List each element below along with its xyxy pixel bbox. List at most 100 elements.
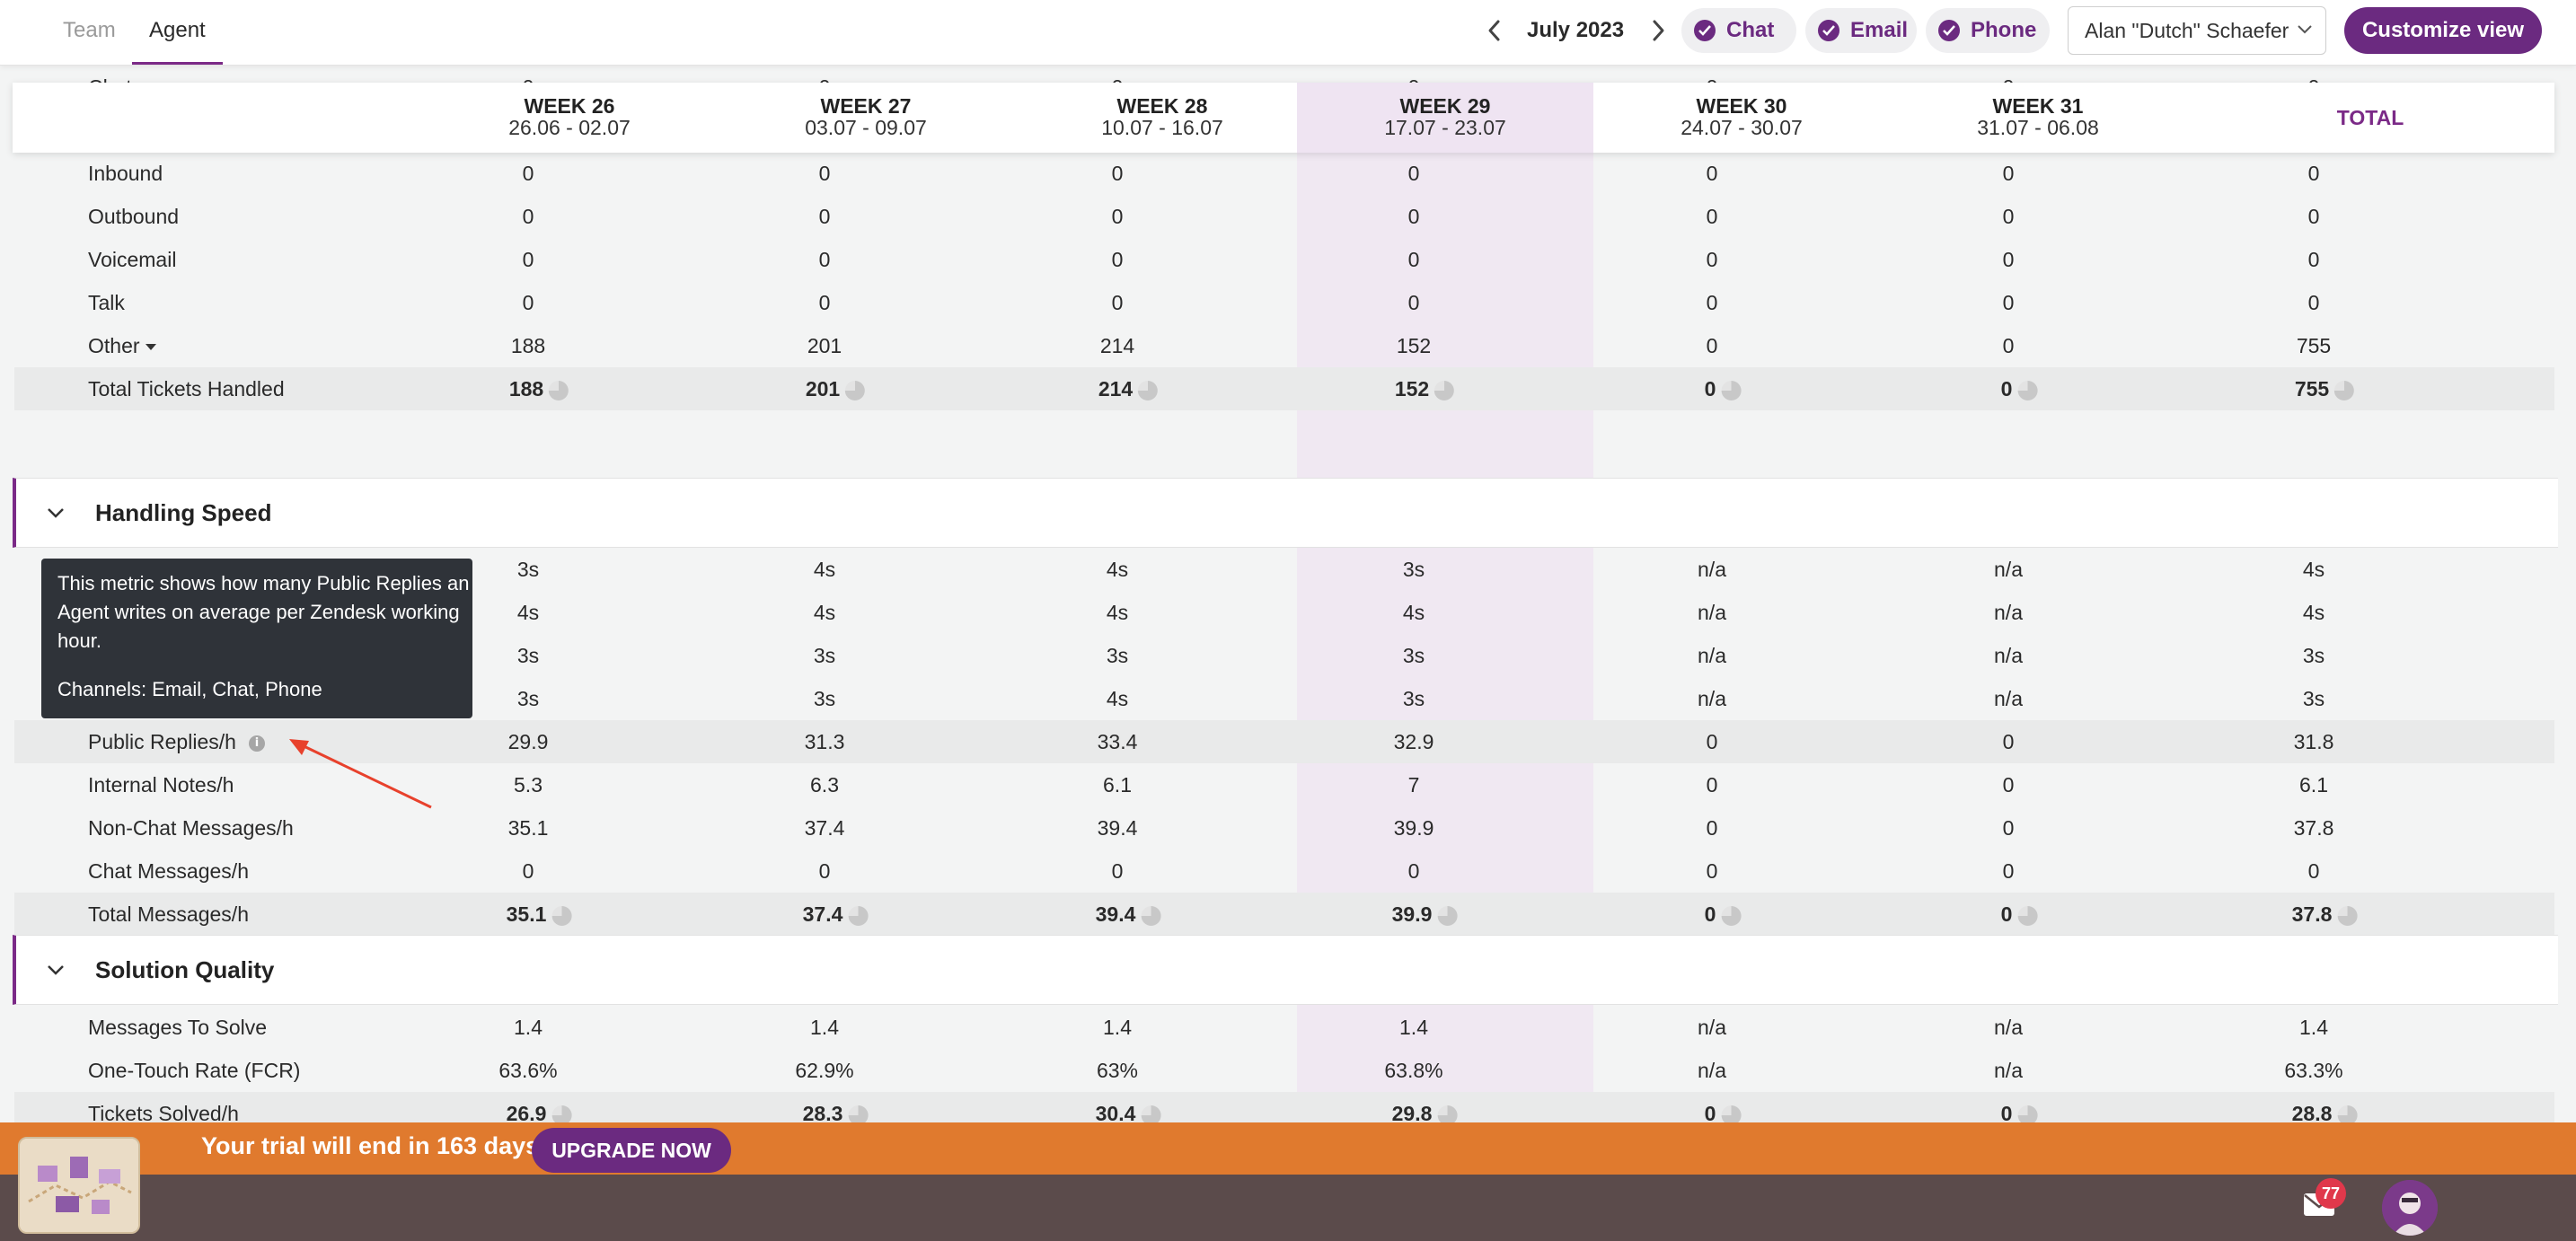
- pie-chart-icon[interactable]: [2337, 905, 2358, 926]
- table-cell: 1.4: [1103, 1006, 1132, 1049]
- cell-value: 39.9: [1391, 902, 1433, 926]
- table-cell: 188: [511, 324, 545, 367]
- column-week-27: WEEK 27 03.07 - 09.07: [718, 95, 1014, 138]
- table-cell: 7: [1408, 763, 1420, 806]
- table-row: Talk 0 0 0 0 0 0 0: [14, 281, 2554, 324]
- row-label: Messages To Solve: [88, 1006, 267, 1049]
- table-cell: 39.4: [1096, 893, 1161, 936]
- channel-chip-phone[interactable]: Phone: [1926, 8, 2050, 53]
- table-cell: 0: [819, 281, 831, 324]
- cell-value: 201: [807, 334, 842, 357]
- pie-chart-icon[interactable]: [1437, 905, 1458, 926]
- pie-chart-icon[interactable]: [551, 1105, 572, 1125]
- pie-chart-icon[interactable]: [1141, 905, 1161, 926]
- pie-chart-icon[interactable]: [1434, 380, 1455, 400]
- pie-chart-icon[interactable]: [1721, 905, 1742, 926]
- tab-team[interactable]: Team: [63, 18, 116, 42]
- cell-value: 0: [1706, 816, 1718, 840]
- check-icon: [1818, 20, 1839, 41]
- row-label-text: Total Tickets Handled: [88, 377, 285, 400]
- upgrade-now-button[interactable]: UPGRADE NOW: [532, 1128, 731, 1173]
- table-cell: 37.4: [803, 893, 869, 936]
- channel-chip-email[interactable]: Email: [1805, 8, 1917, 53]
- cell-value: 0: [818, 859, 831, 883]
- caret-down-icon[interactable]: [145, 344, 156, 351]
- table-cell: n/a: [1698, 1006, 1726, 1049]
- table-cell: n/a: [1994, 1006, 2023, 1049]
- cell-value: 4s: [813, 601, 836, 624]
- cell-value: 39.4: [1097, 816, 1138, 840]
- tab-agent[interactable]: Agent: [149, 18, 206, 42]
- pie-chart-icon[interactable]: [848, 1105, 869, 1125]
- cell-value: 755: [2294, 377, 2330, 400]
- chevron-down-icon[interactable]: [45, 502, 66, 524]
- pie-chart-icon[interactable]: [845, 380, 866, 400]
- chevron-left-icon: [1488, 20, 1500, 41]
- cell-value: 0: [2002, 291, 2015, 314]
- pie-chart-icon[interactable]: [2017, 905, 2038, 926]
- cell-value: 26.9: [506, 1102, 547, 1125]
- row-label-text: Messages To Solve: [88, 1016, 268, 1039]
- table-cell: 0: [2308, 152, 2320, 195]
- next-period-button[interactable]: [1644, 14, 1672, 47]
- table-row: Total Messages/h 35.1 37.4 39.4 39.9 0 0 37.8: [14, 893, 2554, 936]
- cell-value: n/a: [1994, 644, 2023, 667]
- cell-value: 0: [2002, 816, 2015, 840]
- table-cell: 39.9: [1392, 893, 1458, 936]
- pie-chart-icon[interactable]: [2017, 380, 2038, 400]
- cell-value: 201: [805, 377, 841, 400]
- row-label[interactable]: Other: [88, 324, 156, 367]
- table-cell: 4s: [1107, 591, 1128, 634]
- pie-chart-icon[interactable]: [549, 380, 569, 400]
- table-row: 3s 4s 4s 3s n/a n/a 4s: [14, 548, 2554, 591]
- cell-value: 188: [508, 377, 544, 400]
- channel-chip-chat[interactable]: Chat: [1681, 8, 1796, 53]
- cell-value: 0: [2307, 859, 2320, 883]
- table-cell: 1.4: [514, 1006, 543, 1049]
- cell-value: 0: [1704, 902, 1716, 926]
- cell-value: 28.3: [802, 1102, 843, 1125]
- customize-view-button[interactable]: Customize view: [2344, 7, 2542, 54]
- cell-value: 35.1: [507, 816, 549, 840]
- table-cell: 5.3: [514, 763, 543, 806]
- pie-chart-icon[interactable]: [2334, 380, 2355, 400]
- info-icon[interactable]: i: [248, 735, 265, 752]
- pie-chart-icon[interactable]: [2017, 1105, 2038, 1125]
- table-cell: 0: [1705, 893, 1742, 936]
- table-cell: 4s: [2303, 591, 2325, 634]
- chevron-down-icon[interactable]: [45, 959, 66, 981]
- map-illustration[interactable]: [18, 1137, 140, 1234]
- pie-chart-icon[interactable]: [1437, 1105, 1458, 1125]
- pie-chart-icon[interactable]: [2337, 1105, 2358, 1125]
- pie-chart-icon[interactable]: [848, 905, 869, 926]
- cell-value: 63%: [1096, 1059, 1139, 1082]
- agent-select[interactable]: Alan "Dutch" Schaefer: [2068, 6, 2326, 55]
- table-cell: 0: [2003, 720, 2015, 763]
- avatar[interactable]: [2382, 1180, 2438, 1236]
- row-label: Inbound: [88, 152, 163, 195]
- section-solution-quality[interactable]: Solution Quality: [13, 935, 2558, 1005]
- column-week-26: WEEK 26 26.06 - 02.07: [421, 95, 718, 138]
- pie-chart-icon[interactable]: [1138, 380, 1159, 400]
- column-dates: 26.06 - 02.07: [508, 116, 631, 139]
- cell-value: 0: [522, 205, 534, 228]
- pie-chart-icon[interactable]: [1721, 380, 1742, 400]
- cell-value: 0: [522, 162, 534, 185]
- cell-value: 0: [1407, 859, 1420, 883]
- pie-chart-icon[interactable]: [1721, 1105, 1742, 1125]
- pie-chart-icon[interactable]: [1141, 1105, 1161, 1125]
- row-label: Chat Messages/h: [88, 849, 249, 893]
- section-handling-speed[interactable]: Handling Speed: [13, 478, 2558, 548]
- table-cell: 1.4: [1399, 1006, 1428, 1049]
- cell-value: 37.8: [2293, 816, 2334, 840]
- table-cell: 0: [1707, 720, 1718, 763]
- table-cell: 0: [1707, 806, 1718, 849]
- table-cell: 0: [819, 238, 831, 281]
- previous-period-button[interactable]: [1480, 14, 1509, 47]
- table-row: Other 188 201 214 152 0 0 755: [14, 324, 2554, 367]
- pie-chart-icon[interactable]: [551, 905, 572, 926]
- table-cell: 6.1: [2299, 763, 2328, 806]
- table-cell: n/a: [1994, 1049, 2023, 1092]
- table-cell: 3s: [1403, 677, 1425, 720]
- table-cell: 3s: [517, 548, 539, 591]
